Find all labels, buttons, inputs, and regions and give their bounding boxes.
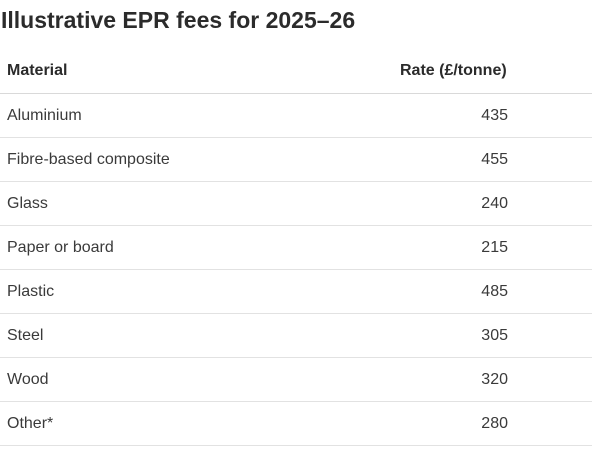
header-row: Material Rate (£/tonne) [0, 48, 592, 94]
material-cell: Steel [0, 313, 396, 358]
material-cell: Glass [0, 181, 396, 226]
column-header-rate: Rate (£/tonne) [396, 48, 592, 94]
rate-cell: 455 [396, 137, 592, 182]
material-cell: Other* [0, 401, 396, 446]
table-body: Aluminium 435 Fibre-based composite 455 … [0, 93, 592, 446]
table-row: Paper or board 215 [0, 225, 592, 270]
rate-cell: 280 [396, 401, 592, 446]
table-row: Wood 320 [0, 357, 592, 402]
table-header: Material Rate (£/tonne) [0, 48, 592, 94]
epr-fees-table: Material Rate (£/tonne) Aluminium 435 Fi… [0, 48, 592, 446]
column-header-material: Material [0, 48, 396, 94]
rate-cell: 305 [396, 313, 592, 358]
rate-cell: 215 [396, 225, 592, 270]
rate-cell: 435 [396, 93, 592, 138]
table-row: Other* 280 [0, 401, 592, 446]
page-title: Illustrative EPR fees for 2025–26 [1, 7, 356, 33]
table-row: Fibre-based composite 455 [0, 137, 592, 182]
material-cell: Fibre-based composite [0, 137, 396, 182]
material-cell: Paper or board [0, 225, 396, 270]
table-row: Plastic 485 [0, 269, 592, 314]
table-row: Steel 305 [0, 313, 592, 358]
rate-cell: 485 [396, 269, 592, 314]
material-cell: Plastic [0, 269, 396, 314]
rate-cell: 240 [396, 181, 592, 226]
rate-cell: 320 [396, 357, 592, 402]
material-cell: Wood [0, 357, 396, 402]
table-row: Glass 240 [0, 181, 592, 226]
material-cell: Aluminium [0, 93, 396, 138]
table-row: Aluminium 435 [0, 93, 592, 138]
